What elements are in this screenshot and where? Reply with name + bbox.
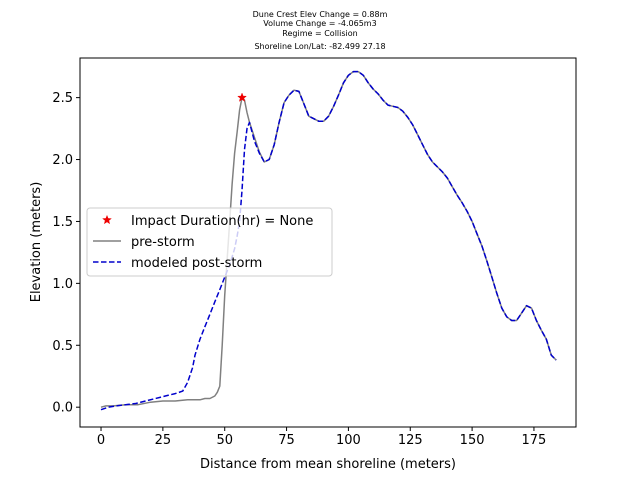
series-layer [100, 70, 557, 411]
y-tick-label: 2.5 [52, 91, 73, 106]
legend-star-shape [102, 214, 112, 225]
x-tick-label: 25 [155, 433, 172, 448]
y-tick-label: 0.5 [52, 339, 73, 354]
x-tick-label: 175 [522, 433, 547, 448]
plot-area [79, 57, 577, 428]
legend-star-icon [102, 214, 112, 225]
y-axis-label: Elevation (meters) [29, 182, 44, 303]
x-tick-label: 75 [278, 433, 295, 448]
x-tick-label: 0 [97, 433, 105, 448]
legend-marker-label: Impact Duration(hr) = None [131, 214, 313, 229]
y-tick-label: 0.0 [52, 401, 73, 416]
legend-post-storm-label: modeled post-storm [131, 256, 262, 271]
marker-layer [237, 92, 247, 102]
x-tick-label: 150 [460, 433, 485, 448]
y-tick-label: 1.5 [52, 215, 73, 230]
x-tick-label: 100 [336, 433, 361, 448]
chart-title: Dune Crest Elev Change = 0.88m Volume Ch… [253, 10, 388, 51]
y-tick-label: 2.0 [52, 153, 73, 168]
plot-frame [79, 57, 577, 428]
title-line-2: Volume Change = -4.065m3 [263, 19, 376, 28]
x-axis-label: Distance from mean shoreline (meters) [200, 457, 456, 472]
x-axis: 0 25 50 75 100 125 150 175 [97, 427, 546, 448]
title-line-4: Shoreline Lon/Lat: -82.499 27.18 [254, 42, 385, 51]
x-tick-label: 50 [216, 433, 233, 448]
title-line-3: Regime = Collision [282, 29, 357, 38]
legend: Impact Duration(hr) = None pre-storm mod… [86, 207, 333, 277]
x-tick-label: 125 [398, 433, 423, 448]
post-storm-line [100, 70, 557, 411]
legend-pre-storm-label: pre-storm [131, 235, 195, 250]
legend-box [86, 207, 333, 277]
y-axis: 0.0 0.5 1.0 1.5 2.0 2.5 [52, 91, 80, 416]
title-line-1: Dune Crest Elev Change = 0.88m [253, 10, 388, 19]
y-tick-label: 1.0 [52, 277, 73, 292]
impact-star-marker [237, 92, 247, 102]
